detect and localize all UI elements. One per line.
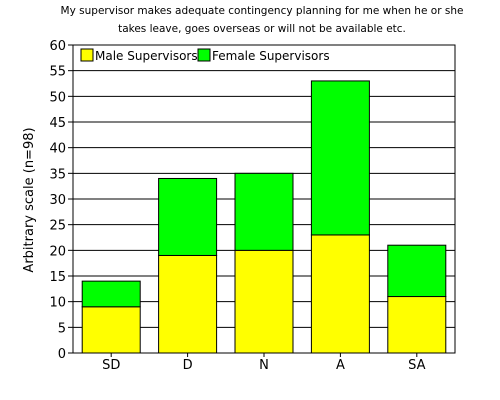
- y-tick-label: 40: [49, 142, 66, 157]
- x-tick-label: SD: [102, 358, 120, 373]
- x-tick-label: SA: [408, 358, 425, 373]
- legend: Male Supervisors Female Supervisors: [80, 48, 330, 63]
- y-axis-ticks: 0 5 10 15 20 25 30 35 40 45 50 55 60: [49, 39, 73, 362]
- y-tick-label: 60: [49, 39, 66, 54]
- bar-A-male-supervisors: [310, 234, 370, 354]
- x-tick-label: A: [336, 358, 345, 373]
- legend-swatch: [197, 48, 211, 62]
- legend-swatch: [80, 48, 94, 62]
- bar-SA-female-supervisors: [387, 244, 447, 298]
- y-tick-label: 45: [49, 116, 66, 131]
- bar-A-female-supervisors: [310, 80, 370, 236]
- y-tick-label: 5: [58, 321, 66, 336]
- chart-title: My supervisor makes adequate contingency…: [61, 5, 464, 35]
- y-tick-label: 30: [49, 193, 66, 208]
- y-tick-label: 35: [49, 167, 66, 182]
- bar-SA-male-supervisors: [387, 296, 447, 354]
- bar-D-female-supervisors: [158, 177, 218, 256]
- bar-SD-female-supervisors: [81, 280, 141, 308]
- y-tick-label: 55: [49, 65, 66, 80]
- chart-title-line-2: takes leave, goes overseas or will not b…: [118, 23, 406, 35]
- y-tick-label: 15: [49, 270, 66, 285]
- y-tick-label: 25: [49, 219, 66, 234]
- legend-label: Male Supervisors: [95, 49, 198, 63]
- y-axis-label: Arbitrary scale (n=98): [22, 127, 37, 272]
- y-tick-label: 0: [58, 347, 66, 362]
- bar-D-male-supervisors: [158, 254, 218, 354]
- bar-N-male-supervisors: [234, 249, 294, 354]
- x-tick-label: D: [183, 358, 193, 373]
- y-tick-label: 20: [49, 244, 66, 259]
- y-tick-label: 50: [49, 90, 66, 105]
- chart-title-line-1: My supervisor makes adequate contingency…: [61, 5, 464, 17]
- x-tick-label: N: [259, 358, 269, 373]
- bar-N-female-supervisors: [234, 172, 294, 251]
- bars: [81, 80, 447, 354]
- bar-SD-male-supervisors: [81, 306, 141, 354]
- y-tick-label: 10: [49, 296, 66, 311]
- legend-label: Female Supervisors: [212, 49, 330, 63]
- x-axis-labels: SD D N A SA: [102, 353, 426, 373]
